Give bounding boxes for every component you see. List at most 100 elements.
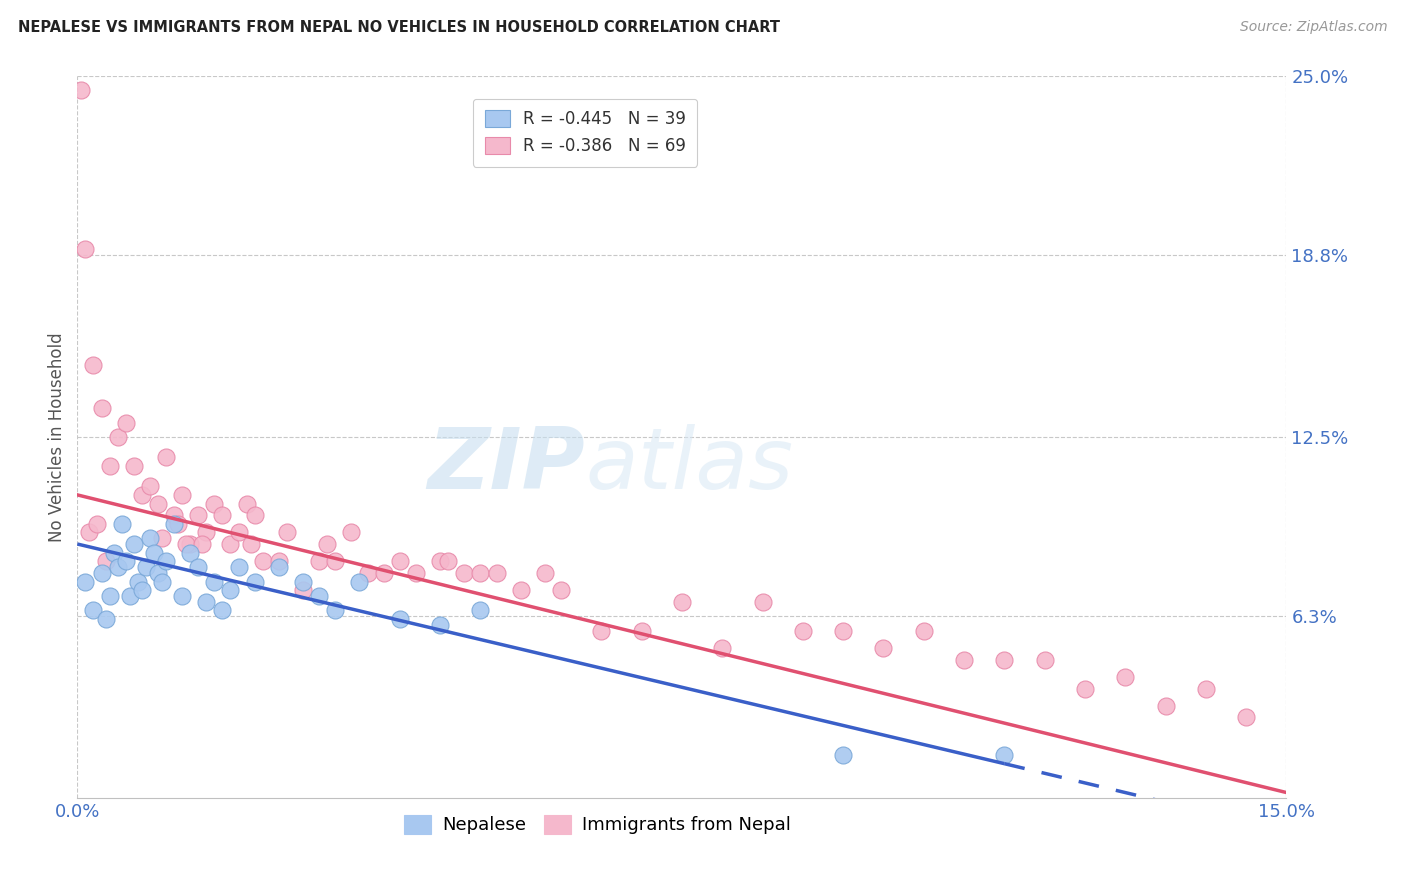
Point	[1114, 670, 1136, 684]
Point	[1033, 652, 1056, 666]
Point	[150, 574, 173, 589]
Point	[356, 566, 378, 580]
Point	[235, 497, 257, 511]
Point	[139, 479, 162, 493]
Point	[82, 603, 104, 617]
Point	[127, 574, 149, 589]
Point	[103, 546, 125, 560]
Point	[187, 508, 209, 522]
Point	[70, 83, 93, 97]
Point	[107, 560, 129, 574]
Point	[792, 624, 814, 638]
Point	[139, 531, 162, 545]
Point	[228, 525, 250, 540]
Point	[107, 430, 129, 444]
Point	[405, 566, 427, 580]
Point	[316, 537, 339, 551]
Point	[219, 583, 242, 598]
Text: Source: ZipAtlas.com: Source: ZipAtlas.com	[1240, 20, 1388, 34]
Point	[711, 641, 734, 656]
Point	[118, 589, 141, 603]
Point	[187, 560, 209, 574]
Point	[146, 497, 169, 511]
Point	[1234, 710, 1257, 724]
Point	[373, 566, 395, 580]
Point	[323, 603, 346, 617]
Point	[172, 488, 194, 502]
Point	[509, 583, 531, 598]
Point	[174, 537, 197, 551]
Point	[179, 546, 201, 560]
Point	[228, 560, 250, 574]
Text: NEPALESE VS IMMIGRANTS FROM NEPAL NO VEHICLES IN HOUSEHOLD CORRELATION CHART: NEPALESE VS IMMIGRANTS FROM NEPAL NO VEH…	[18, 20, 780, 35]
Text: ZIP: ZIP	[427, 425, 585, 508]
Point	[150, 531, 173, 545]
Point	[953, 652, 976, 666]
Point	[239, 537, 262, 551]
Point	[142, 546, 165, 560]
Point	[90, 401, 112, 416]
Point	[323, 554, 346, 568]
Point	[114, 554, 136, 568]
Point	[832, 747, 855, 762]
Point	[155, 450, 177, 465]
Point	[172, 589, 194, 603]
Point	[155, 554, 177, 568]
Point	[82, 358, 104, 372]
Point	[340, 525, 363, 540]
Point	[131, 583, 153, 598]
Text: atlas: atlas	[585, 425, 793, 508]
Point	[135, 560, 157, 574]
Point	[832, 624, 855, 638]
Point	[470, 603, 492, 617]
Point	[308, 554, 330, 568]
Point	[349, 574, 371, 589]
Point	[453, 566, 475, 580]
Point	[163, 516, 186, 531]
Point	[90, 566, 112, 580]
Point	[388, 612, 411, 626]
Point	[470, 566, 492, 580]
Point	[131, 488, 153, 502]
Point	[308, 589, 330, 603]
Point	[195, 525, 218, 540]
Point	[195, 595, 218, 609]
Point	[1195, 681, 1218, 696]
Point	[211, 603, 233, 617]
Point	[202, 497, 225, 511]
Point	[98, 458, 121, 473]
Point	[993, 747, 1015, 762]
Point	[1074, 681, 1097, 696]
Point	[243, 508, 266, 522]
Point	[202, 574, 225, 589]
Point	[1154, 698, 1177, 713]
Point	[122, 537, 145, 551]
Point	[912, 624, 935, 638]
Point	[75, 242, 97, 256]
Point	[267, 560, 290, 574]
Point	[79, 525, 101, 540]
Point	[146, 566, 169, 580]
Legend: Nepalese, Immigrants from Nepal: Nepalese, Immigrants from Nepal	[395, 806, 800, 844]
Point	[550, 583, 572, 598]
Point	[751, 595, 773, 609]
Point	[292, 574, 315, 589]
Point	[267, 554, 290, 568]
Point	[75, 574, 97, 589]
Point	[671, 595, 693, 609]
Point	[429, 554, 451, 568]
Point	[429, 618, 451, 632]
Y-axis label: No Vehicles in Household: No Vehicles in Household	[48, 332, 66, 542]
Point	[211, 508, 233, 522]
Point	[111, 516, 134, 531]
Point	[191, 537, 214, 551]
Point	[179, 537, 201, 551]
Point	[219, 537, 242, 551]
Point	[993, 652, 1015, 666]
Point	[122, 458, 145, 473]
Point	[167, 516, 190, 531]
Point	[243, 574, 266, 589]
Point	[485, 566, 508, 580]
Point	[94, 554, 117, 568]
Point	[388, 554, 411, 568]
